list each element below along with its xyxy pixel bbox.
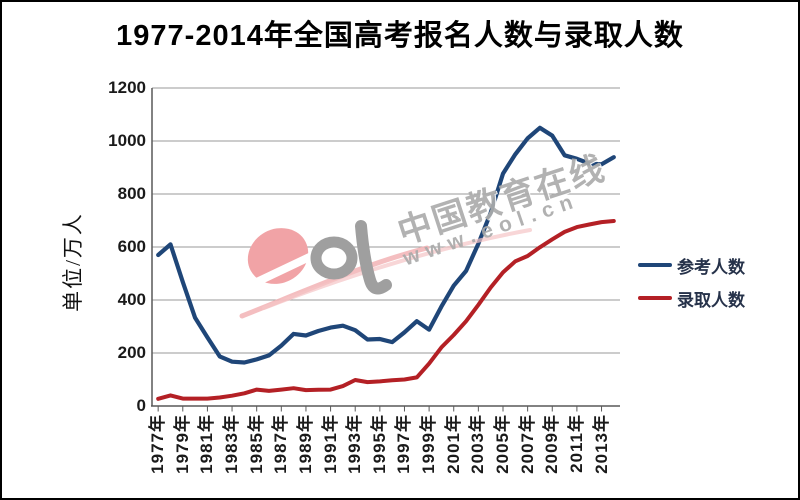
y-tick-label-800: 800 xyxy=(117,184,146,203)
series-line-admitted xyxy=(156,219,616,401)
y-tick-label-400: 400 xyxy=(117,290,146,309)
y-tick-label-1200: 1200 xyxy=(108,78,146,97)
y-tick-label-200: 200 xyxy=(117,343,146,362)
participants-line-swatch xyxy=(638,263,672,267)
y-tick-label-1000: 1000 xyxy=(108,131,146,150)
legend-item-participants: 参考人数 xyxy=(638,254,745,277)
admitted-line-swatch xyxy=(638,296,672,300)
legend: 参考人数 录取人数 xyxy=(638,254,745,320)
legend-label-admitted: 录取人数 xyxy=(677,290,745,310)
series-line-participants xyxy=(156,125,616,365)
gridlines xyxy=(152,87,620,354)
x-axis-tick-marks xyxy=(157,406,603,412)
legend-label-participants: 参考人数 xyxy=(677,257,745,277)
y-tick-label-0: 0 xyxy=(136,396,146,415)
y-tick-label-600: 600 xyxy=(117,237,146,256)
legend-item-admitted: 录取人数 xyxy=(638,287,745,310)
chart-title: 1977-2014年全国高考报名人数与录取人数 xyxy=(116,20,684,52)
